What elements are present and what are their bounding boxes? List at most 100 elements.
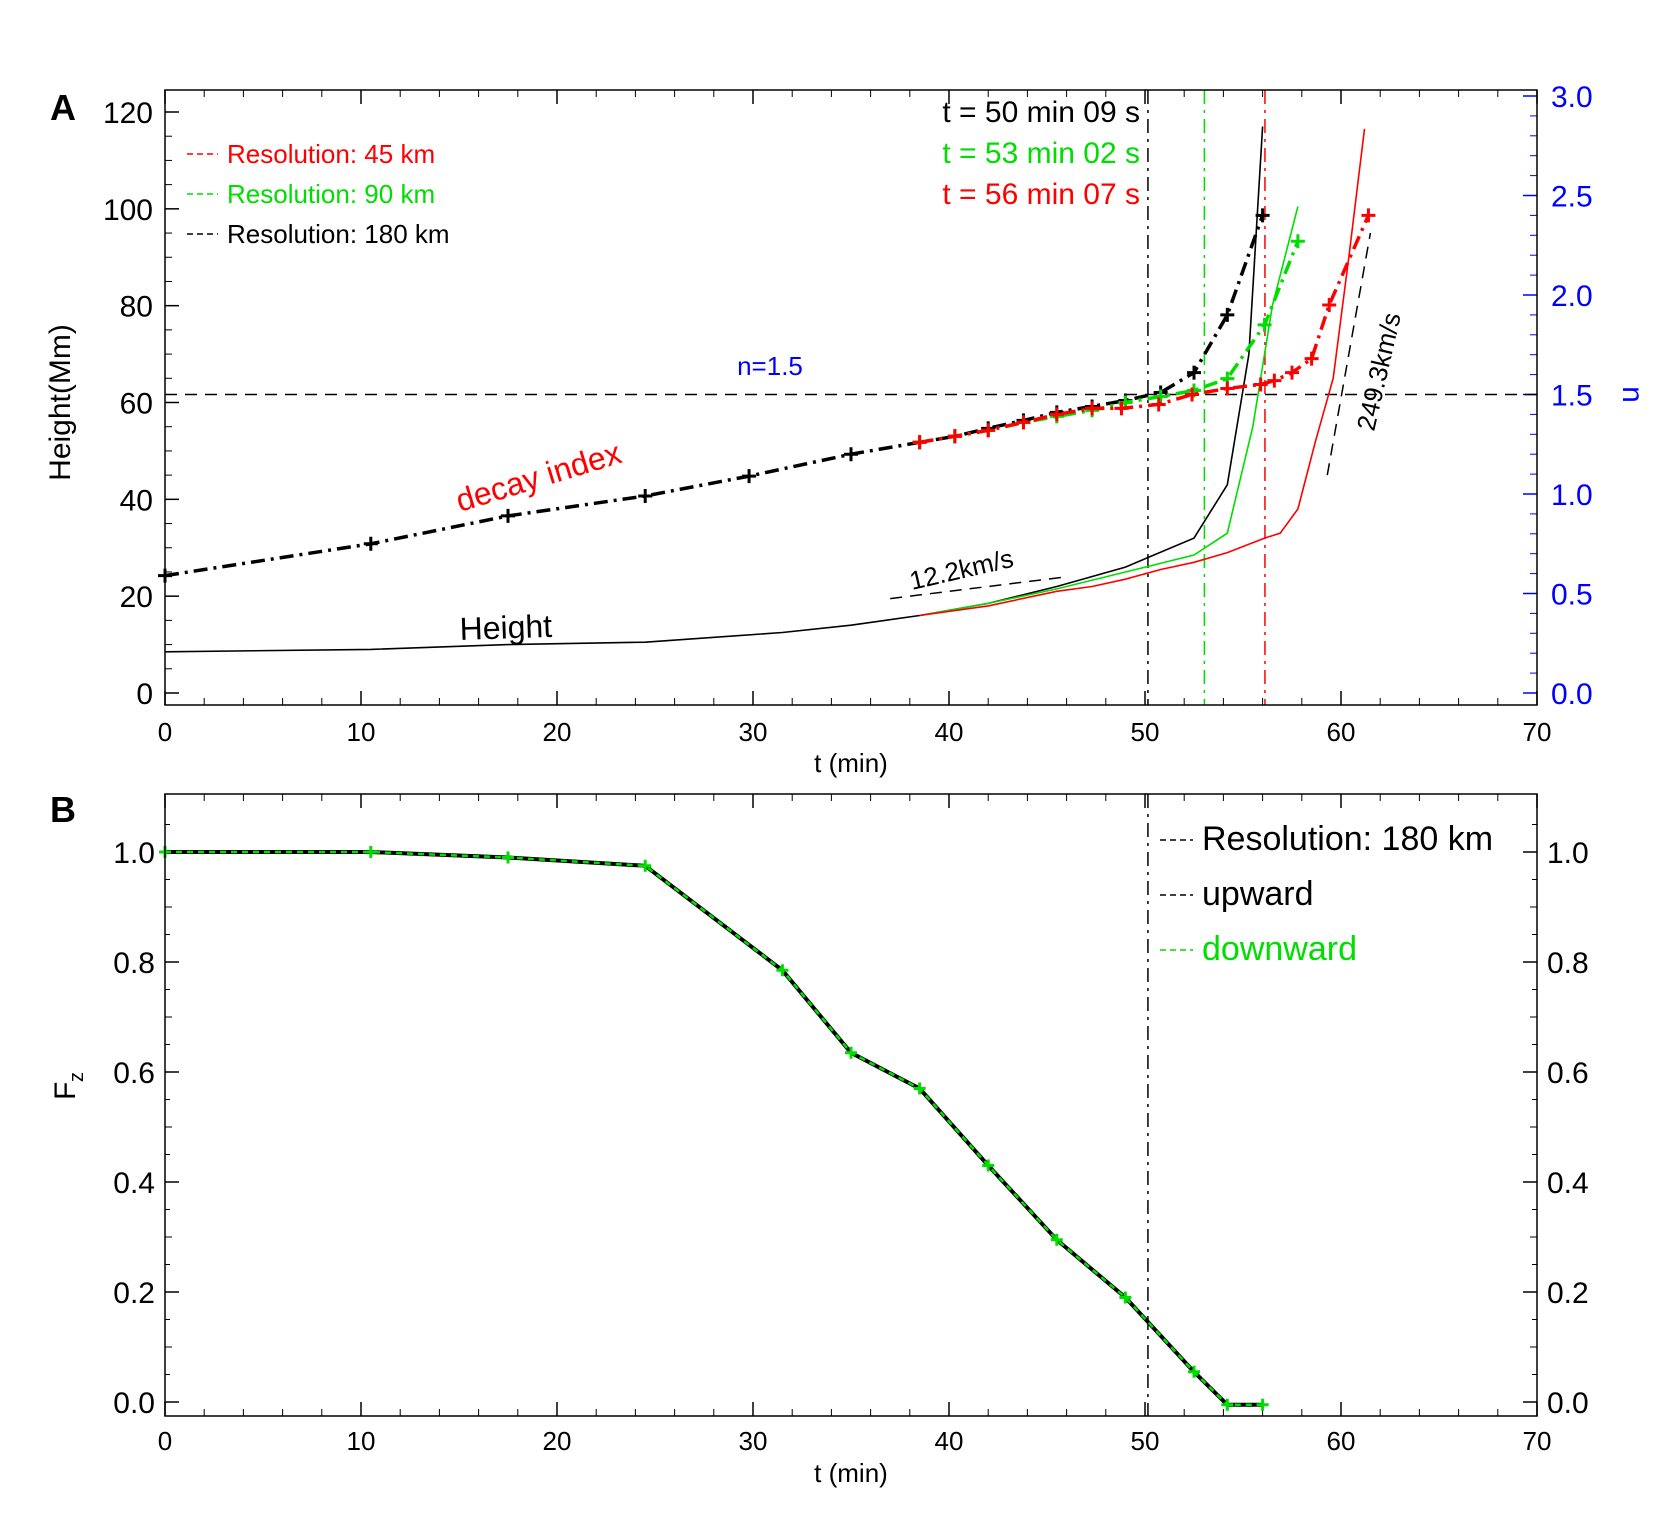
downward-marker [1119, 1291, 1132, 1304]
decay-index-marker [1114, 401, 1129, 416]
decay-index-marker [1285, 365, 1299, 380]
y-right-tick-label: 1.5 [1551, 380, 1593, 413]
decay-index-marker [1016, 415, 1031, 430]
y-right-tick-label: 1.0 [1547, 837, 1589, 870]
legend-label: Resolution: 45 km [227, 139, 435, 169]
x-tick-label: 70 [1523, 717, 1552, 747]
decay-index-marker [1253, 377, 1268, 392]
x-tick-label: 30 [739, 717, 768, 747]
decay-index-marker [981, 423, 996, 438]
decay-index-marker [363, 536, 378, 551]
x-tick-label: 0 [158, 1426, 172, 1456]
y-right-tick-label: 3.0 [1551, 81, 1593, 114]
y-tick-label: 120 [103, 97, 153, 130]
y-tick-label: 0.4 [113, 1167, 155, 1200]
slow-speed-fit [890, 576, 1067, 600]
decay-index-marker [638, 488, 653, 503]
x-axis-title: t (min) [814, 1458, 888, 1488]
decay-index-marker [1267, 373, 1282, 388]
height-line [919, 206, 1299, 617]
fast-speed-label: 249.3km/s [1351, 310, 1407, 434]
y-right-tick-label: 0.5 [1551, 579, 1593, 612]
decay-index-marker [1304, 351, 1319, 366]
panel-a-label: A [50, 87, 76, 128]
y-tick-label: 60 [120, 388, 153, 421]
downward-marker [1256, 1398, 1269, 1411]
x-tick-label: 40 [935, 1426, 964, 1456]
decay-index-marker [912, 435, 927, 450]
decay-index-marker [947, 429, 962, 444]
downward-marker [1050, 1233, 1063, 1246]
y-right-axis-title: n [1616, 386, 1649, 403]
slow-speed-label: 12.2km/s [907, 543, 1017, 596]
decay-index-marker [1187, 365, 1201, 380]
decay-index-line [919, 214, 1371, 445]
y-axis-title-subscript: z [66, 1072, 88, 1082]
x-tick-label: 70 [1523, 1426, 1552, 1456]
downward-marker [364, 846, 377, 858]
y-axis-title: Height(Mm) [44, 324, 77, 481]
decay-index-marker [1257, 317, 1272, 332]
time-label: t = 56 min 07 s [942, 178, 1140, 211]
decay-index-marker [1085, 401, 1100, 416]
upward-line [165, 850, 1263, 1407]
y-tick-label: 0.8 [113, 947, 155, 980]
legend-label: downward [1202, 930, 1357, 968]
legend-label: Resolution: 90 km [227, 179, 435, 209]
x-tick-label: 60 [1327, 717, 1356, 747]
decay-index-marker [1151, 397, 1166, 412]
y-tick-label: 20 [120, 581, 153, 614]
downward-marker [639, 859, 652, 872]
downward-marker [845, 1046, 857, 1059]
panel-b-frame [164, 793, 1538, 1417]
y-right-tick-label: 0.8 [1547, 947, 1589, 980]
decay-index-marker [1185, 387, 1200, 402]
y-right-tick-label: 2.0 [1551, 280, 1593, 313]
downward-marker [982, 1159, 995, 1172]
decay-index-marker [844, 447, 858, 462]
y-tick-label: 100 [103, 194, 153, 227]
height-line [919, 128, 1366, 617]
decay-index-marker [742, 469, 757, 484]
time-label: t = 50 min 09 s [942, 96, 1140, 129]
y-right-tick-label: 1.0 [1551, 479, 1593, 512]
y-tick-label: 0.0 [113, 1387, 155, 1420]
x-tick-label: 20 [543, 1426, 572, 1456]
legend-label: Resolution: 180 km [1202, 820, 1493, 858]
time-label: t = 53 min 02 s [942, 137, 1140, 170]
hline-label: n=1.5 [737, 351, 803, 381]
x-tick-label: 50 [1131, 717, 1160, 747]
legend-label: Resolution: 180 km [227, 219, 450, 249]
downward-marker [1188, 1365, 1200, 1378]
panel-b-label: B [50, 789, 76, 830]
y-right-tick-label: 0.0 [1551, 678, 1593, 711]
decay-index-marker [1220, 307, 1235, 322]
decay-index-marker [1153, 389, 1168, 404]
y-right-tick-label: 0.4 [1547, 1167, 1589, 1200]
y-right-tick-label: 0.0 [1547, 1387, 1589, 1420]
downward-marker [502, 851, 514, 864]
fast-speed-fit [1326, 232, 1372, 476]
x-tick-label: 10 [347, 717, 376, 747]
decay-index-label: decay index [452, 434, 626, 518]
y-right-tick-label: 0.6 [1547, 1057, 1589, 1090]
y-tick-label: 1.0 [113, 837, 155, 870]
y-tick-label: 80 [120, 291, 153, 324]
y-right-tick-label: 2.5 [1551, 181, 1593, 214]
downward-marker [1221, 1398, 1234, 1411]
y-tick-label: 40 [120, 484, 153, 517]
decay-index-marker [1290, 234, 1305, 249]
legend-label: upward [1202, 875, 1314, 913]
y-right-tick-label: 0.2 [1547, 1277, 1589, 1310]
panel-a-plot: 0 10 20 30 40 50 60 70 0 20 40 60 80 100 120 0.0 0.5 1.0 1… [44, 81, 1649, 778]
decay-index-marker [1361, 208, 1376, 223]
downward-marker [913, 1082, 926, 1095]
panel-a: A 0 10 20 30 40 50 60 70 0 20 40 60 80 100 120 0.0 0.5 1.… [44, 81, 1649, 778]
panel-b: B 0 10 20 30 40 50 60 70 0.0 0.0 0.2 0.2 0.4 0.4 0.6 0.… [49, 789, 1589, 1488]
y-tick-label: 0 [136, 678, 153, 711]
x-tick-label: 60 [1327, 1426, 1356, 1456]
decay-index-marker [1255, 208, 1270, 223]
panel-a-frame [164, 89, 1538, 706]
x-tick-label: 50 [1131, 1426, 1160, 1456]
